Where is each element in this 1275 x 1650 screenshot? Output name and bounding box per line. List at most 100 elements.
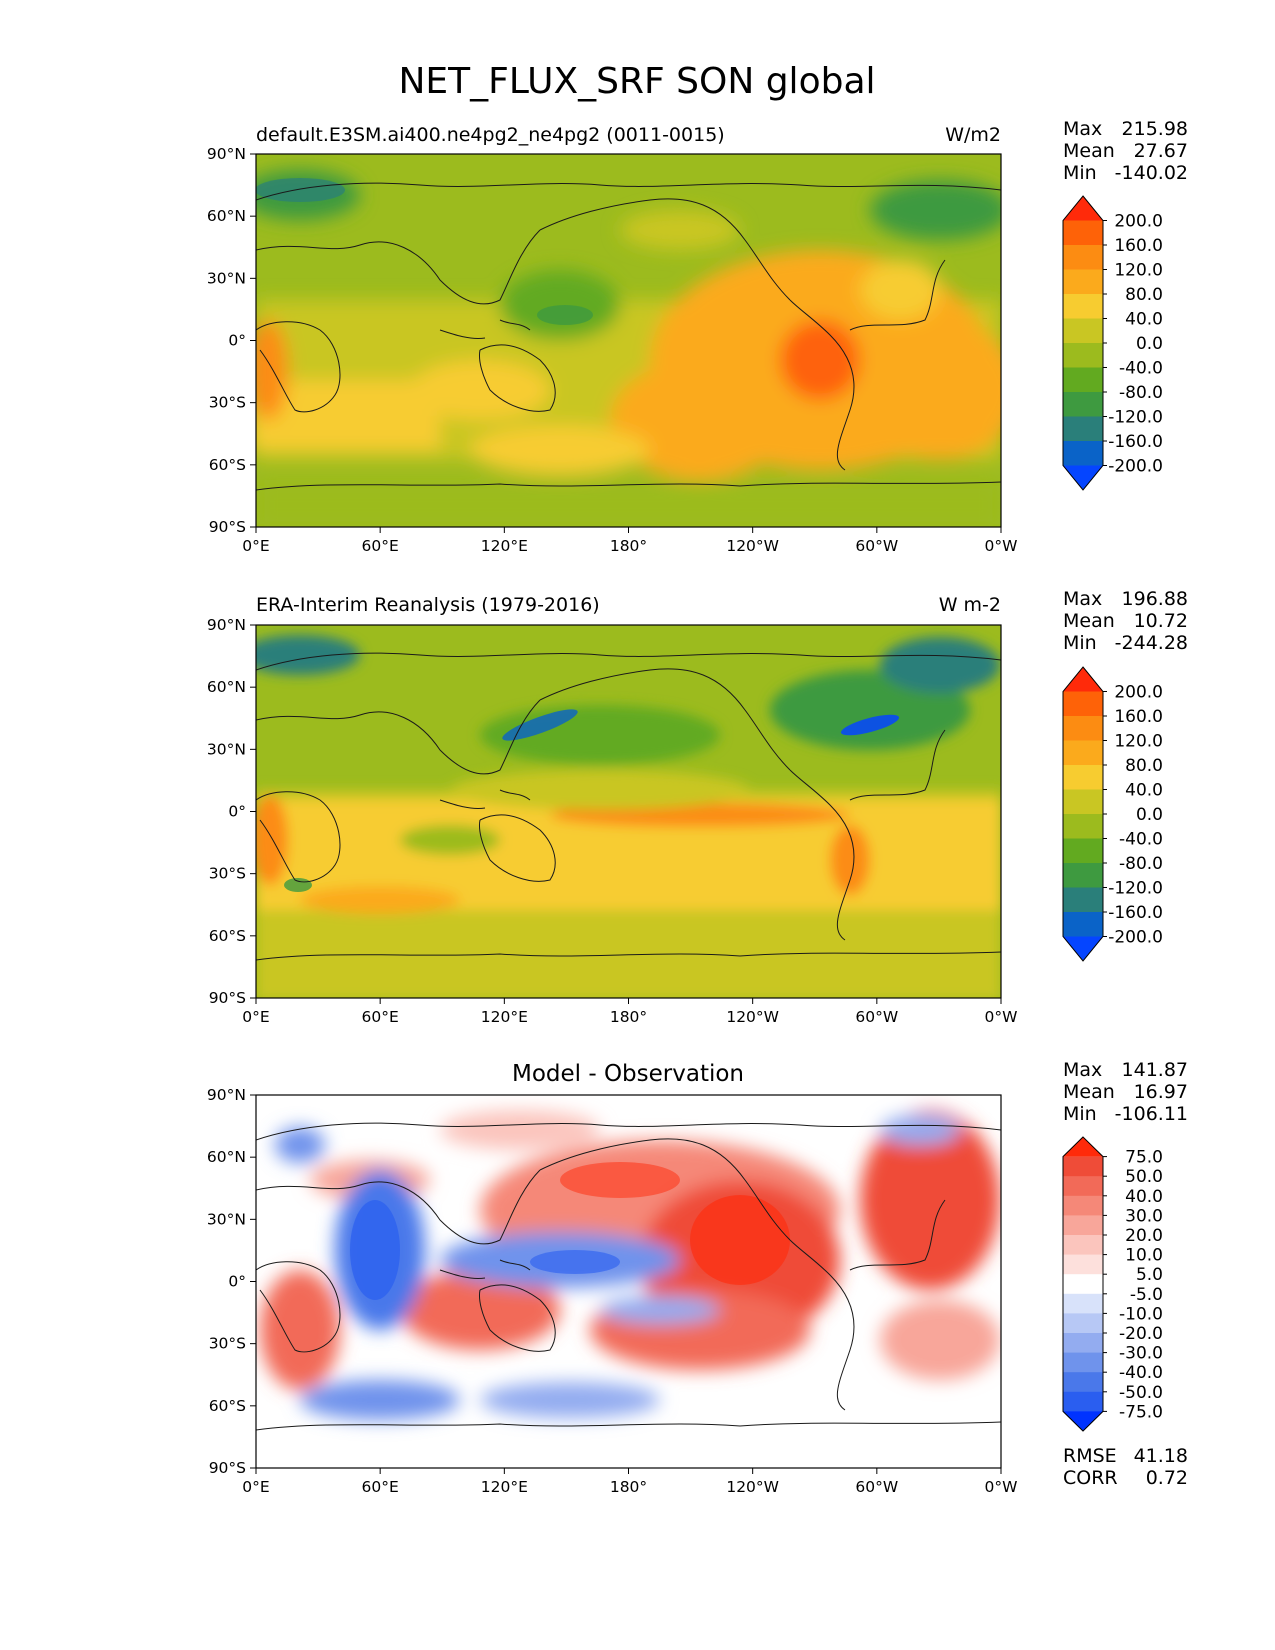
colorbar-tick-label: -200.0 bbox=[1108, 457, 1163, 477]
x-tick-label: 120°E bbox=[481, 1478, 528, 1496]
map-axes: 0°E 60°E 120°E 180° 120°W 60°W 0°W 90°N 60°N 30°N… bbox=[207, 145, 1018, 555]
x-tick-label: 0°E bbox=[242, 537, 269, 555]
map-field bbox=[256, 625, 1001, 998]
colorbar-segment bbox=[1063, 1215, 1103, 1236]
stats-block: Max 196.88 Mean 10.72 Min -244.28 bbox=[1063, 588, 1188, 654]
y-tick-label: 60°N bbox=[207, 1148, 246, 1166]
colorbar-tick-label: -30.0 bbox=[1119, 1344, 1163, 1364]
colorbar-segment bbox=[1063, 1274, 1103, 1295]
colorbar-extend-min bbox=[1063, 1411, 1103, 1431]
y-tick-label: 0° bbox=[228, 803, 246, 821]
stat-value-mean: 16.97 bbox=[1134, 1081, 1188, 1103]
panel-diff: Model - Observation bbox=[207, 1059, 1188, 1496]
colorbar-extend-min bbox=[1063, 465, 1103, 490]
colorbar: 200.0 160.0 120.0 80.0 40.0 0.0 -40.0 -80.0 -120… bbox=[1062, 195, 1163, 491]
colorbar-segment bbox=[1063, 740, 1103, 766]
colorbar-tick-label: -40.0 bbox=[1119, 1363, 1163, 1383]
colorbar-extend-max bbox=[1063, 196, 1103, 221]
colorbar-tick-label: 0.0 bbox=[1136, 805, 1163, 825]
colorbar-segment bbox=[1063, 887, 1103, 913]
stats-block: Max 141.87 Mean 16.97 Min -106.11 RMSE 4… bbox=[1063, 1059, 1188, 1489]
panel-title-left: ERA-Interim Reanalysis (1979-2016) bbox=[256, 594, 600, 616]
colorbar-segment bbox=[1063, 392, 1103, 417]
colorbar-tick-label: 40.0 bbox=[1125, 781, 1163, 801]
colorbar-segment bbox=[1063, 1176, 1103, 1197]
map-field bbox=[256, 1095, 1001, 1468]
colorbar-segment bbox=[1063, 441, 1103, 466]
x-tick-label: 0°W bbox=[985, 537, 1018, 555]
colorbar-segment bbox=[1063, 1352, 1103, 1373]
stat-label-mean: Mean bbox=[1063, 610, 1115, 632]
x-tick-label: 60°E bbox=[362, 1478, 399, 1496]
colorbar-tick-label: -120.0 bbox=[1108, 408, 1163, 428]
stat-label-min: Min bbox=[1063, 1103, 1097, 1125]
y-tick-label: 0° bbox=[228, 332, 246, 350]
x-tick-label: 120°W bbox=[726, 537, 779, 555]
colorbar-tick-label: 10.0 bbox=[1125, 1246, 1163, 1266]
colorbar-extend-min bbox=[1063, 936, 1103, 961]
stat-value-max: 141.87 bbox=[1122, 1059, 1188, 1081]
colorbar-tick-label: 80.0 bbox=[1125, 756, 1163, 776]
colorbar-tick-label: -40.0 bbox=[1119, 830, 1163, 850]
y-tick-label: 30°S bbox=[209, 865, 246, 883]
colorbar-tick-label: -200.0 bbox=[1108, 928, 1163, 948]
x-tick-label: 120°E bbox=[481, 1008, 528, 1026]
colorbar-segment bbox=[1063, 838, 1103, 864]
colorbar-segment bbox=[1063, 1195, 1103, 1216]
panel-model: default.E3SM.ai400.ne4pg2_ne4pg2 (0011-0… bbox=[207, 118, 1188, 555]
colorbar-tick-label: 200.0 bbox=[1114, 683, 1163, 703]
stat-label-min: Min bbox=[1063, 632, 1097, 654]
colorbar-tick-label: -50.0 bbox=[1119, 1383, 1163, 1403]
panel-units: W m-2 bbox=[939, 594, 1001, 616]
colorbar-segment bbox=[1063, 367, 1103, 393]
coastlines bbox=[256, 1122, 1001, 1431]
colorbar-segment bbox=[1063, 1235, 1103, 1256]
x-tick-label: 120°W bbox=[726, 1008, 779, 1026]
colorbar-tick-label: -5.0 bbox=[1130, 1285, 1163, 1305]
colorbar-tick-label: 120.0 bbox=[1114, 732, 1163, 752]
colorbar-tick-label: -20.0 bbox=[1119, 1324, 1163, 1344]
coastlines bbox=[256, 182, 1001, 491]
y-tick-label: 30°N bbox=[207, 1210, 246, 1228]
y-tick-label: 0° bbox=[228, 1273, 246, 1291]
y-tick-label: 90°S bbox=[209, 1459, 246, 1477]
figure-title: NET_FLUX_SRF SON global bbox=[398, 61, 875, 102]
x-tick-label: 0°E bbox=[242, 1478, 269, 1496]
colorbar-segment bbox=[1063, 765, 1103, 790]
colorbar-segment bbox=[1063, 1156, 1103, 1177]
panel-title-left: default.E3SM.ai400.ne4pg2_ne4pg2 (0011-0… bbox=[256, 124, 725, 146]
stat-value-mean: 10.72 bbox=[1134, 610, 1188, 632]
y-tick-label: 90°S bbox=[209, 518, 246, 536]
y-tick-label: 90°N bbox=[207, 145, 246, 163]
colorbar-segment bbox=[1063, 1313, 1103, 1334]
colorbar-tick-label: 80.0 bbox=[1125, 285, 1163, 305]
stat-label-mean: Mean bbox=[1063, 140, 1115, 162]
colorbar-segment bbox=[1063, 1391, 1103, 1412]
colorbar-tick-label: 40.0 bbox=[1125, 310, 1163, 330]
stat-value-min: -140.02 bbox=[1115, 162, 1188, 184]
stat-label-min: Min bbox=[1063, 162, 1097, 184]
y-tick-label: 60°N bbox=[207, 207, 246, 225]
x-tick-label: 0°E bbox=[242, 1008, 269, 1026]
colorbar-segment bbox=[1063, 416, 1103, 442]
y-tick-label: 30°N bbox=[207, 740, 246, 758]
x-tick-label: 120°W bbox=[726, 1478, 779, 1496]
colorbar-segment bbox=[1063, 789, 1103, 815]
x-tick-label: 60°E bbox=[362, 537, 399, 555]
colorbar-segment bbox=[1063, 1293, 1103, 1314]
x-tick-label: 180° bbox=[610, 1008, 647, 1026]
stat-label-rmse: RMSE bbox=[1063, 1445, 1117, 1467]
colorbar-extend-max bbox=[1063, 1137, 1103, 1157]
colorbar-tick-label: 5.0 bbox=[1136, 1265, 1163, 1285]
colorbar-tick-label: 200.0 bbox=[1114, 212, 1163, 232]
colorbar-segment bbox=[1063, 220, 1103, 246]
stat-label-max: Max bbox=[1063, 588, 1102, 610]
stat-label-max: Max bbox=[1063, 118, 1102, 140]
colorbar-segment bbox=[1063, 1254, 1103, 1275]
colorbar-tick-label: -80.0 bbox=[1119, 854, 1163, 874]
panel-units: W/m2 bbox=[945, 124, 1001, 146]
stat-value-mean: 27.67 bbox=[1134, 140, 1188, 162]
stat-label-max: Max bbox=[1063, 1059, 1102, 1081]
x-tick-label: 60°E bbox=[362, 1008, 399, 1026]
